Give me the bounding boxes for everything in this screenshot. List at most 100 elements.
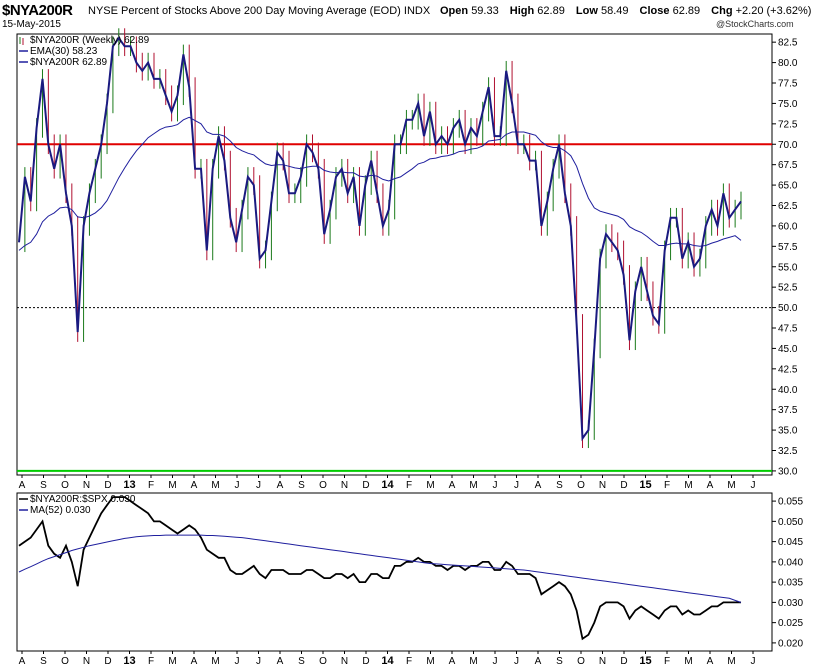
ratio-x-label: 13	[123, 655, 135, 667]
price-x-label: 13	[123, 479, 135, 491]
ratio-x-label: J	[514, 656, 519, 667]
price-x-label: F	[664, 480, 670, 491]
price-x-label: 15	[639, 479, 651, 491]
ratio-x-label: M	[211, 656, 219, 667]
ratio-x-label: F	[148, 656, 154, 667]
ratio-x-label: A	[191, 656, 198, 667]
ema-line	[18, 116, 742, 251]
ratio-y-tick-label: 0.050	[778, 517, 803, 528]
ratio-x-label: J	[256, 656, 261, 667]
price-y-tick-label: 77.5	[778, 79, 798, 90]
price-x-label: O	[319, 480, 327, 491]
ratio-x-label: A	[277, 656, 284, 667]
price-y-tick-label: 62.5	[778, 201, 798, 212]
ratio-x-label: N	[83, 656, 90, 667]
price-y-tick-label: 42.5	[778, 364, 798, 375]
ratio-x-label: F	[406, 656, 412, 667]
ratio-x-label: A	[535, 656, 542, 667]
ratio-x-label: N	[599, 656, 606, 667]
ratio-y-tick-label: 0.045	[778, 537, 803, 548]
ratio-x-label: A	[19, 656, 26, 667]
price-y-tick-label: 47.5	[778, 324, 798, 335]
ratio-x-label: J	[751, 656, 756, 667]
ratio-x-label: F	[664, 656, 670, 667]
price-x-label: J	[751, 480, 756, 491]
price-x-label: A	[449, 480, 456, 491]
price-y-tick-label: 30.0	[778, 466, 798, 477]
price-x-label: A	[535, 480, 542, 491]
price-y-tick-label: 32.5	[778, 446, 798, 457]
ratio-x-label: J	[235, 656, 240, 667]
price-x-label: N	[83, 480, 90, 491]
price-x-label: M	[469, 480, 477, 491]
price-panel-frame	[16, 33, 773, 476]
chg-label: Chg	[711, 5, 733, 17]
ratio-panel-frame	[16, 492, 773, 652]
price-x-label: M	[168, 480, 176, 491]
price-x-label: M	[684, 480, 692, 491]
price-x-label: A	[707, 480, 714, 491]
price-line	[18, 36, 742, 442]
ratio-legend-entry: $NYA200R:$SPX 0.030	[30, 494, 136, 505]
price-x-label: M	[211, 480, 219, 491]
price-legend-entry: $NYA200R 62.89	[30, 57, 108, 68]
price-x-label: S	[298, 480, 305, 491]
ratio-y-tick-label: 0.055	[778, 497, 803, 508]
ratio-x-label: M	[727, 656, 735, 667]
price-y-tick-label: 37.5	[778, 405, 798, 416]
ratio-x-label: D	[620, 656, 627, 667]
ratio-line	[18, 496, 741, 641]
ratio-x-label: S	[298, 656, 305, 667]
close-value: 62.89	[672, 5, 701, 17]
chart-symbol: $NYA200R	[2, 2, 73, 19]
price-x-label: S	[40, 480, 47, 491]
price-y-tick-label: 70.0	[778, 140, 798, 151]
price-x-label: D	[620, 480, 627, 491]
brand-watermark: @StockCharts.com	[716, 19, 794, 29]
ratio-x-label: A	[707, 656, 714, 667]
ratio-x-label: D	[362, 656, 369, 667]
price-x-label: J	[256, 480, 261, 491]
low-label: Low	[575, 5, 598, 17]
chart-description: NYSE Percent of Stocks Above 200 Day Mov…	[88, 5, 431, 17]
price-y-tick-label: 50.0	[778, 303, 798, 314]
ratio-x-label: J	[493, 656, 498, 667]
low-value: 58.49	[600, 5, 629, 17]
chart-date: 15-May-2015	[2, 19, 61, 30]
price-y-tick-label: 57.5	[778, 242, 798, 253]
ma-line	[18, 534, 742, 603]
price-x-label: F	[148, 480, 154, 491]
price-y-tick-label: 67.5	[778, 160, 798, 171]
price-x-label: O	[61, 480, 69, 491]
price-legend-entry: EMA(30) 58.23	[30, 46, 98, 57]
ratio-y-tick-label: 0.035	[778, 578, 803, 589]
price-x-label: D	[362, 480, 369, 491]
price-x-label: J	[235, 480, 240, 491]
ratio-x-label: M	[469, 656, 477, 667]
ratio-x-label: N	[341, 656, 348, 667]
price-x-label: J	[493, 480, 498, 491]
price-x-label: D	[104, 480, 111, 491]
ratio-x-label: O	[61, 656, 69, 667]
price-x-label: N	[599, 480, 606, 491]
price-y-tick-label: 72.5	[778, 119, 798, 130]
close-label: Close	[639, 5, 670, 17]
price-y-tick-label: 75.0	[778, 99, 798, 110]
price-x-label: N	[341, 480, 348, 491]
price-y-tick-label: 55.0	[778, 262, 798, 273]
ratio-x-label: A	[449, 656, 456, 667]
price-x-label: 14	[381, 479, 394, 491]
price-x-label: M	[426, 480, 434, 491]
ratio-x-label: O	[577, 656, 585, 667]
price-x-label: J	[514, 480, 519, 491]
price-y-tick-label: 60.0	[778, 221, 798, 232]
price-legend-entry: $NYA200R (Weekly) 62.89	[30, 35, 150, 46]
price-x-label: A	[19, 480, 26, 491]
price-y-tick-label: 52.5	[778, 283, 798, 294]
ohlc-readout: Open 59.33 High 62.89 Low 58.49 Close 62…	[440, 5, 819, 17]
ratio-y-tick-label: 0.020	[778, 638, 803, 649]
ratio-y-tick-label: 0.040	[778, 557, 803, 568]
price-y-tick-label: 65.0	[778, 181, 798, 192]
price-y-tick-label: 35.0	[778, 426, 798, 437]
